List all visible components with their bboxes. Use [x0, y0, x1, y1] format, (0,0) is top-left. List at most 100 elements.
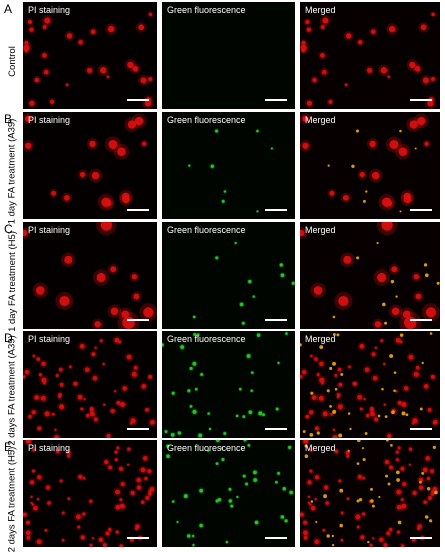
cell-nucleus [388, 25, 396, 33]
cell-nucleus [44, 528, 48, 532]
cell-nucleus [208, 427, 212, 431]
cell-nucleus [90, 29, 96, 35]
cell-nucleus [338, 479, 342, 483]
cell-nucleus [403, 386, 409, 391]
panel-title: Green fluorescence [167, 225, 246, 235]
cell-nucleus [242, 474, 246, 478]
cell-nucleus [395, 390, 398, 393]
cell-nucleus [104, 459, 109, 465]
cell-nucleus [131, 274, 138, 280]
cell-nucleus [98, 537, 104, 543]
cell-nucleus [343, 255, 352, 264]
cell-nucleus [143, 307, 154, 318]
row-letter: D [4, 331, 13, 345]
cell-nucleus [100, 222, 113, 231]
cell-nucleus [130, 418, 136, 424]
cell-nucleus [380, 339, 384, 343]
cell-nucleus [413, 371, 419, 377]
cell-nucleus [355, 129, 360, 133]
cell-nucleus [318, 395, 324, 401]
cell-nucleus [387, 433, 392, 438]
cell-nucleus [134, 116, 144, 126]
cell-nucleus [115, 530, 119, 534]
cell-nucleus [96, 272, 106, 283]
cell-nucleus [122, 195, 130, 204]
panel-title: PI staining [28, 334, 71, 344]
cell-nucleus [361, 447, 365, 450]
cell-nucleus [108, 140, 118, 149]
cell-nucleus [148, 492, 152, 496]
cell-nucleus [43, 69, 49, 75]
cell-nucleus [102, 362, 105, 366]
cell-nucleus [311, 395, 317, 400]
scale-bar [265, 319, 287, 321]
cell-nucleus [42, 52, 47, 58]
cell-nucleus [309, 503, 312, 506]
cell-nucleus [78, 40, 83, 45]
cell-nucleus [239, 302, 244, 307]
cell-nucleus [320, 52, 325, 58]
cell-nucleus [90, 408, 94, 412]
cell-nucleus [115, 504, 121, 510]
cell-nucleus [145, 496, 150, 501]
panel-title: Merged [305, 5, 336, 15]
cell-nucleus [119, 544, 123, 547]
cell-nucleus [344, 83, 348, 87]
cell-nucleus [207, 449, 210, 452]
cell-nucleus [314, 539, 320, 545]
cell-nucleus [433, 421, 436, 425]
panel-title: PI staining [28, 225, 71, 235]
cell-image [300, 440, 440, 547]
cell-nucleus [337, 404, 343, 410]
cell-nucleus [400, 466, 405, 471]
cell-nucleus [33, 505, 38, 511]
cell-image [192, 241, 295, 326]
cell-nucleus [221, 457, 225, 462]
cell-nucleus [339, 523, 344, 528]
cell-nucleus [136, 485, 142, 490]
cell-nucleus [425, 307, 437, 318]
cell-nucleus [63, 194, 70, 201]
cell-nucleus [346, 454, 350, 458]
cell-nucleus [116, 400, 121, 405]
cell-image [300, 222, 440, 329]
cell-nucleus [385, 474, 389, 478]
cell-nucleus [304, 444, 308, 448]
cell-nucleus [319, 361, 324, 367]
cell-nucleus [199, 488, 204, 493]
cell-nucleus [391, 410, 395, 415]
cell-nucleus [228, 499, 233, 503]
cell-image [187, 128, 274, 214]
cell-nucleus [189, 405, 193, 408]
cell-nucleus [130, 490, 135, 496]
cell-nucleus [80, 407, 84, 411]
cell-nucleus [408, 447, 413, 451]
cell-nucleus [377, 414, 381, 418]
cell-nucleus [391, 266, 398, 273]
cell-nucleus [36, 498, 40, 501]
cell-nucleus [133, 293, 140, 300]
cell-nucleus [356, 440, 361, 443]
cell-nucleus [401, 411, 406, 416]
cell-image [23, 440, 157, 547]
cell-nucleus [147, 469, 152, 474]
scale-bar [410, 99, 432, 101]
cell-nucleus [393, 389, 396, 393]
cell-nucleus [405, 413, 409, 417]
cell-nucleus [116, 446, 120, 450]
cell-nucleus [409, 120, 418, 129]
cell-nucleus [42, 25, 47, 30]
cell-nucleus [430, 469, 435, 474]
cell-nucleus [127, 61, 134, 69]
cell-nucleus [384, 415, 388, 419]
cell-nucleus [386, 200, 393, 207]
cell-nucleus [37, 426, 42, 431]
cell-nucleus [34, 395, 39, 400]
cell-nucleus [215, 499, 219, 503]
cell-nucleus [303, 535, 308, 540]
cell-nucleus [270, 147, 273, 150]
cell-nucleus [336, 333, 340, 337]
cell-nucleus [348, 365, 351, 369]
cell-nucleus [28, 414, 32, 419]
